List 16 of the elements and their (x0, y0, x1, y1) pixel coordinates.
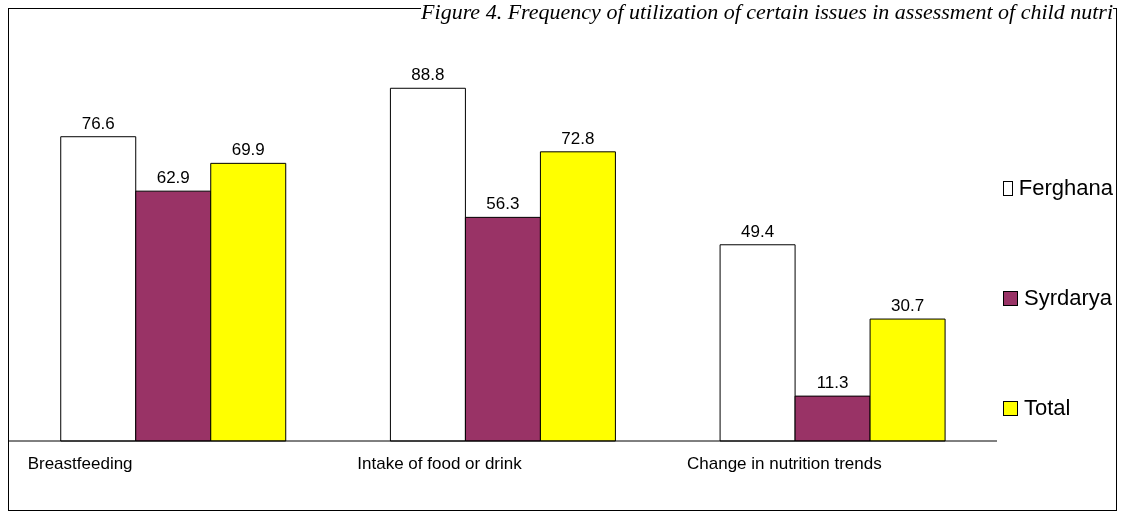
data-label: 69.9 (231, 140, 265, 160)
legend-label: Total (1024, 395, 1071, 421)
data-label: 30.7 (891, 296, 925, 316)
x-tick-label: Intake of food or drink (357, 454, 523, 473)
data-label: 72.8 (561, 128, 595, 148)
x-tick-label: Breastfeeding (27, 454, 133, 473)
data-label: 11.3 (816, 373, 849, 393)
data-label: 56.3 (486, 194, 520, 214)
data-label: 62.9 (156, 168, 190, 188)
chart-title: Figure 4. Frequency of utilization of certain issues in assessment of child nutri (421, 0, 1113, 24)
legend-label: Syrdarya (1024, 285, 1113, 311)
data-label: 88.8 (411, 65, 445, 85)
x-tick-label: Change in nutrition trends (687, 454, 882, 473)
data-label: 49.4 (741, 221, 775, 241)
legend-label: Ferghana (1018, 175, 1113, 201)
data-label: 76.6 (81, 113, 115, 133)
